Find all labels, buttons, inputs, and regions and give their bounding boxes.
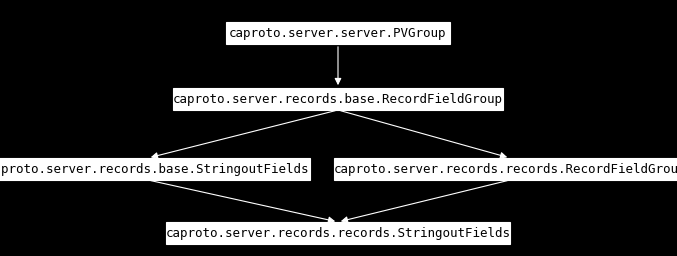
Text: caproto.server.records.base.StringoutFields: caproto.server.records.base.StringoutFie… [0, 163, 309, 176]
Text: caproto.server.records.base.RecordFieldGroup: caproto.server.records.base.RecordFieldG… [173, 92, 503, 105]
FancyBboxPatch shape [173, 88, 503, 110]
Text: caproto.server.records.records.StringoutFields: caproto.server.records.records.Stringout… [165, 227, 510, 240]
Text: caproto.server.server.PVGroup: caproto.server.server.PVGroup [230, 27, 447, 39]
FancyBboxPatch shape [0, 158, 309, 180]
FancyBboxPatch shape [334, 158, 677, 180]
FancyBboxPatch shape [226, 22, 450, 44]
FancyBboxPatch shape [166, 222, 510, 244]
Text: caproto.server.records.records.RecordFieldGroup: caproto.server.records.records.RecordFie… [334, 163, 677, 176]
